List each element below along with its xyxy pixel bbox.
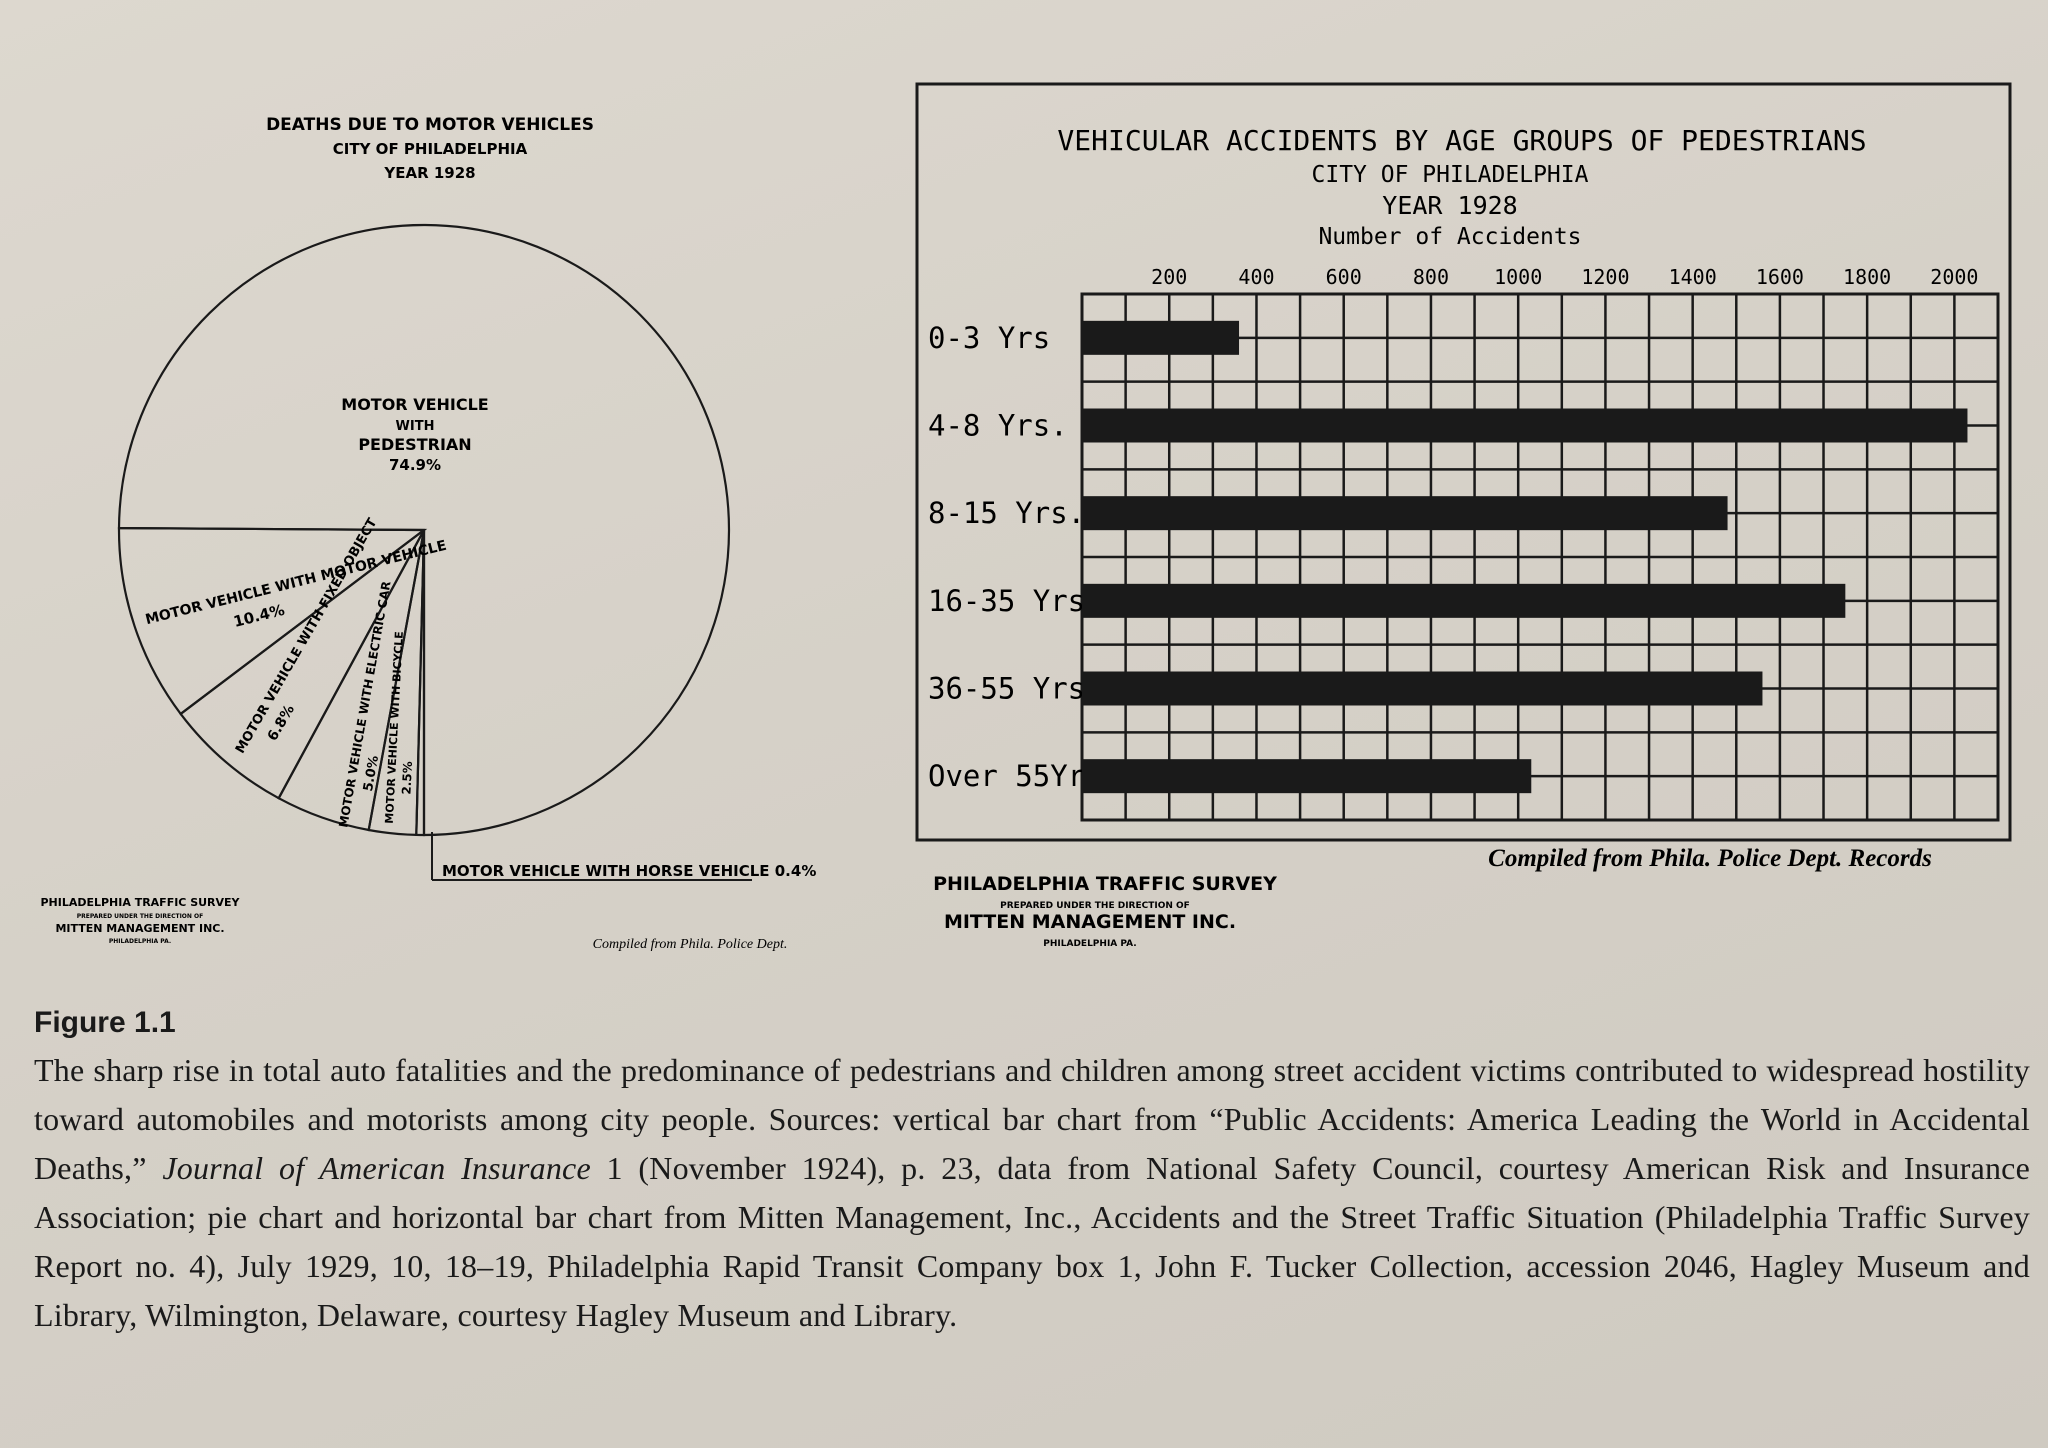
bar-subtitle-1: CITY OF PHILADELPHIA (1312, 162, 1589, 188)
pie-slice-1 (117, 526, 428, 716)
figure-label: Figure 1.1 (34, 1006, 176, 1039)
bar-credit-1: PHILADELPHIA TRAFFIC SURVEY (933, 873, 1277, 895)
bar-x-tick: 400 (1238, 265, 1274, 289)
bar-source: Compiled from Phila. Police Dept. Record… (1488, 845, 1932, 872)
bar-0 (1082, 320, 1240, 355)
pie-source: Compiled from Phila. Police Dept. (593, 937, 788, 952)
pie-credit-3: MITTEN MANAGEMENT INC. (55, 922, 224, 935)
pie-slice-0 (117, 223, 731, 837)
bar-category-label: 36-55 Yrs. (928, 672, 1103, 706)
pie-value-electric: 5.0% (361, 754, 382, 792)
bar-category-label: 16-35 Yrs (928, 584, 1085, 618)
pie-label-pedestrian-3: PEDESTRIAN (358, 435, 471, 454)
bar-x-tick: 200 (1151, 265, 1187, 289)
bar-credit-4: PHILADELPHIA PA. (1043, 939, 1136, 949)
bar-x-tick: 2000 (1930, 265, 1978, 289)
figure-caption: Figure 1.1 The sharp rise in total auto … (34, 1006, 2030, 1340)
caption-text-end: 1 (November 1924), p. 23, data from Nati… (34, 1150, 2030, 1333)
bar-grid (1080, 292, 2000, 822)
bar-credit-2: PREPARED UNDER THE DIRECTION OF (1000, 901, 1190, 911)
pie-value-pedestrian: 74.9% (389, 456, 441, 474)
bar-x-tick: 1000 (1494, 265, 1542, 289)
bar-category-label: 4-8 Yrs. (928, 409, 1068, 443)
pie-subtitle-1: CITY OF PHILADELPHIA (333, 140, 528, 158)
pie-label-horse: MOTOR VEHICLE WITH HORSE VEHICLE 0.4% (442, 862, 816, 880)
pie-value-mvmv: 10.4% (232, 601, 287, 631)
pie-label-mvmv: MOTOR VEHICLE WITH MOTOR VEHICLE (144, 538, 448, 628)
bar-categories: 0-3 Yrs 4-8 Yrs. 8-15 Yrs. 16-35 Yrs 36-55 Y… (928, 321, 1120, 793)
figure-svg: DEATHS DUE TO MOTOR VEHICLES CITY OF PHI… (40, 82, 2012, 952)
bar-category-label: 8-15 Yrs. (928, 496, 1085, 530)
bar-credit-3: MITTEN MANAGEMENT INC. (944, 911, 1236, 933)
pie-credit-1: PHILADELPHIA TRAFFIC SURVEY (40, 896, 240, 909)
pie-value-bicycle: 2.5% (399, 761, 415, 795)
bar-x-tick: 1200 (1581, 265, 1629, 289)
bar-x-tick: 600 (1326, 265, 1362, 289)
caption-journal-title: Journal of American Insurance (162, 1150, 591, 1186)
pie-subtitle-2: YEAR 1928 (383, 164, 475, 182)
bar-1 (1082, 408, 1968, 443)
bar-2 (1082, 496, 1728, 531)
pie-slice-2 (179, 529, 425, 800)
bar-x-tick: 800 (1413, 265, 1449, 289)
pie-credit-2: PREPARED UNDER THE DIRECTION OF (77, 913, 203, 920)
pie-title: DEATHS DUE TO MOTOR VEHICLES (266, 115, 594, 135)
bar-x-tick: 1800 (1843, 265, 1891, 289)
bar-title: VEHICULAR ACCIDENTS BY AGE GROUPS OF PED… (1057, 124, 1866, 157)
bar-chart-frame (915, 82, 2012, 842)
bar-bars (1082, 320, 1968, 794)
bar-category-label: 0-3 Yrs (928, 321, 1050, 355)
pie-slices (117, 223, 731, 837)
pie-label-pedestrian-1: MOTOR VEHICLE (341, 395, 488, 414)
bar-x-tick: 1600 (1756, 265, 1804, 289)
bar-4 (1082, 671, 1763, 706)
bar-x-ticks: 200 400 600 800 1000 1200 1400 1600 1800 2000 (1151, 265, 1978, 289)
bar-subtitle-2: YEAR 1928 (1382, 191, 1517, 220)
pie-chart: DEATHS DUE TO MOTOR VEHICLES CITY OF PHI… (40, 115, 816, 952)
caption-text-start: The sharp rise in total auto fatalities … (34, 1052, 2030, 1186)
bar-3 (1082, 583, 1846, 618)
pie-credit-4: PHILADELPHIA PA. (109, 938, 171, 945)
bar-x-tick: 1400 (1669, 265, 1717, 289)
pie-label-pedestrian-2: WITH (396, 419, 435, 434)
bar-5 (1082, 759, 1532, 794)
figure-caption-text: The sharp rise in total auto fatalities … (34, 1046, 2030, 1340)
bar-xlabel: Number of Accidents (1318, 224, 1581, 250)
bar-chart: VEHICULAR ACCIDENTS BY AGE GROUPS OF PED… (915, 82, 2012, 949)
